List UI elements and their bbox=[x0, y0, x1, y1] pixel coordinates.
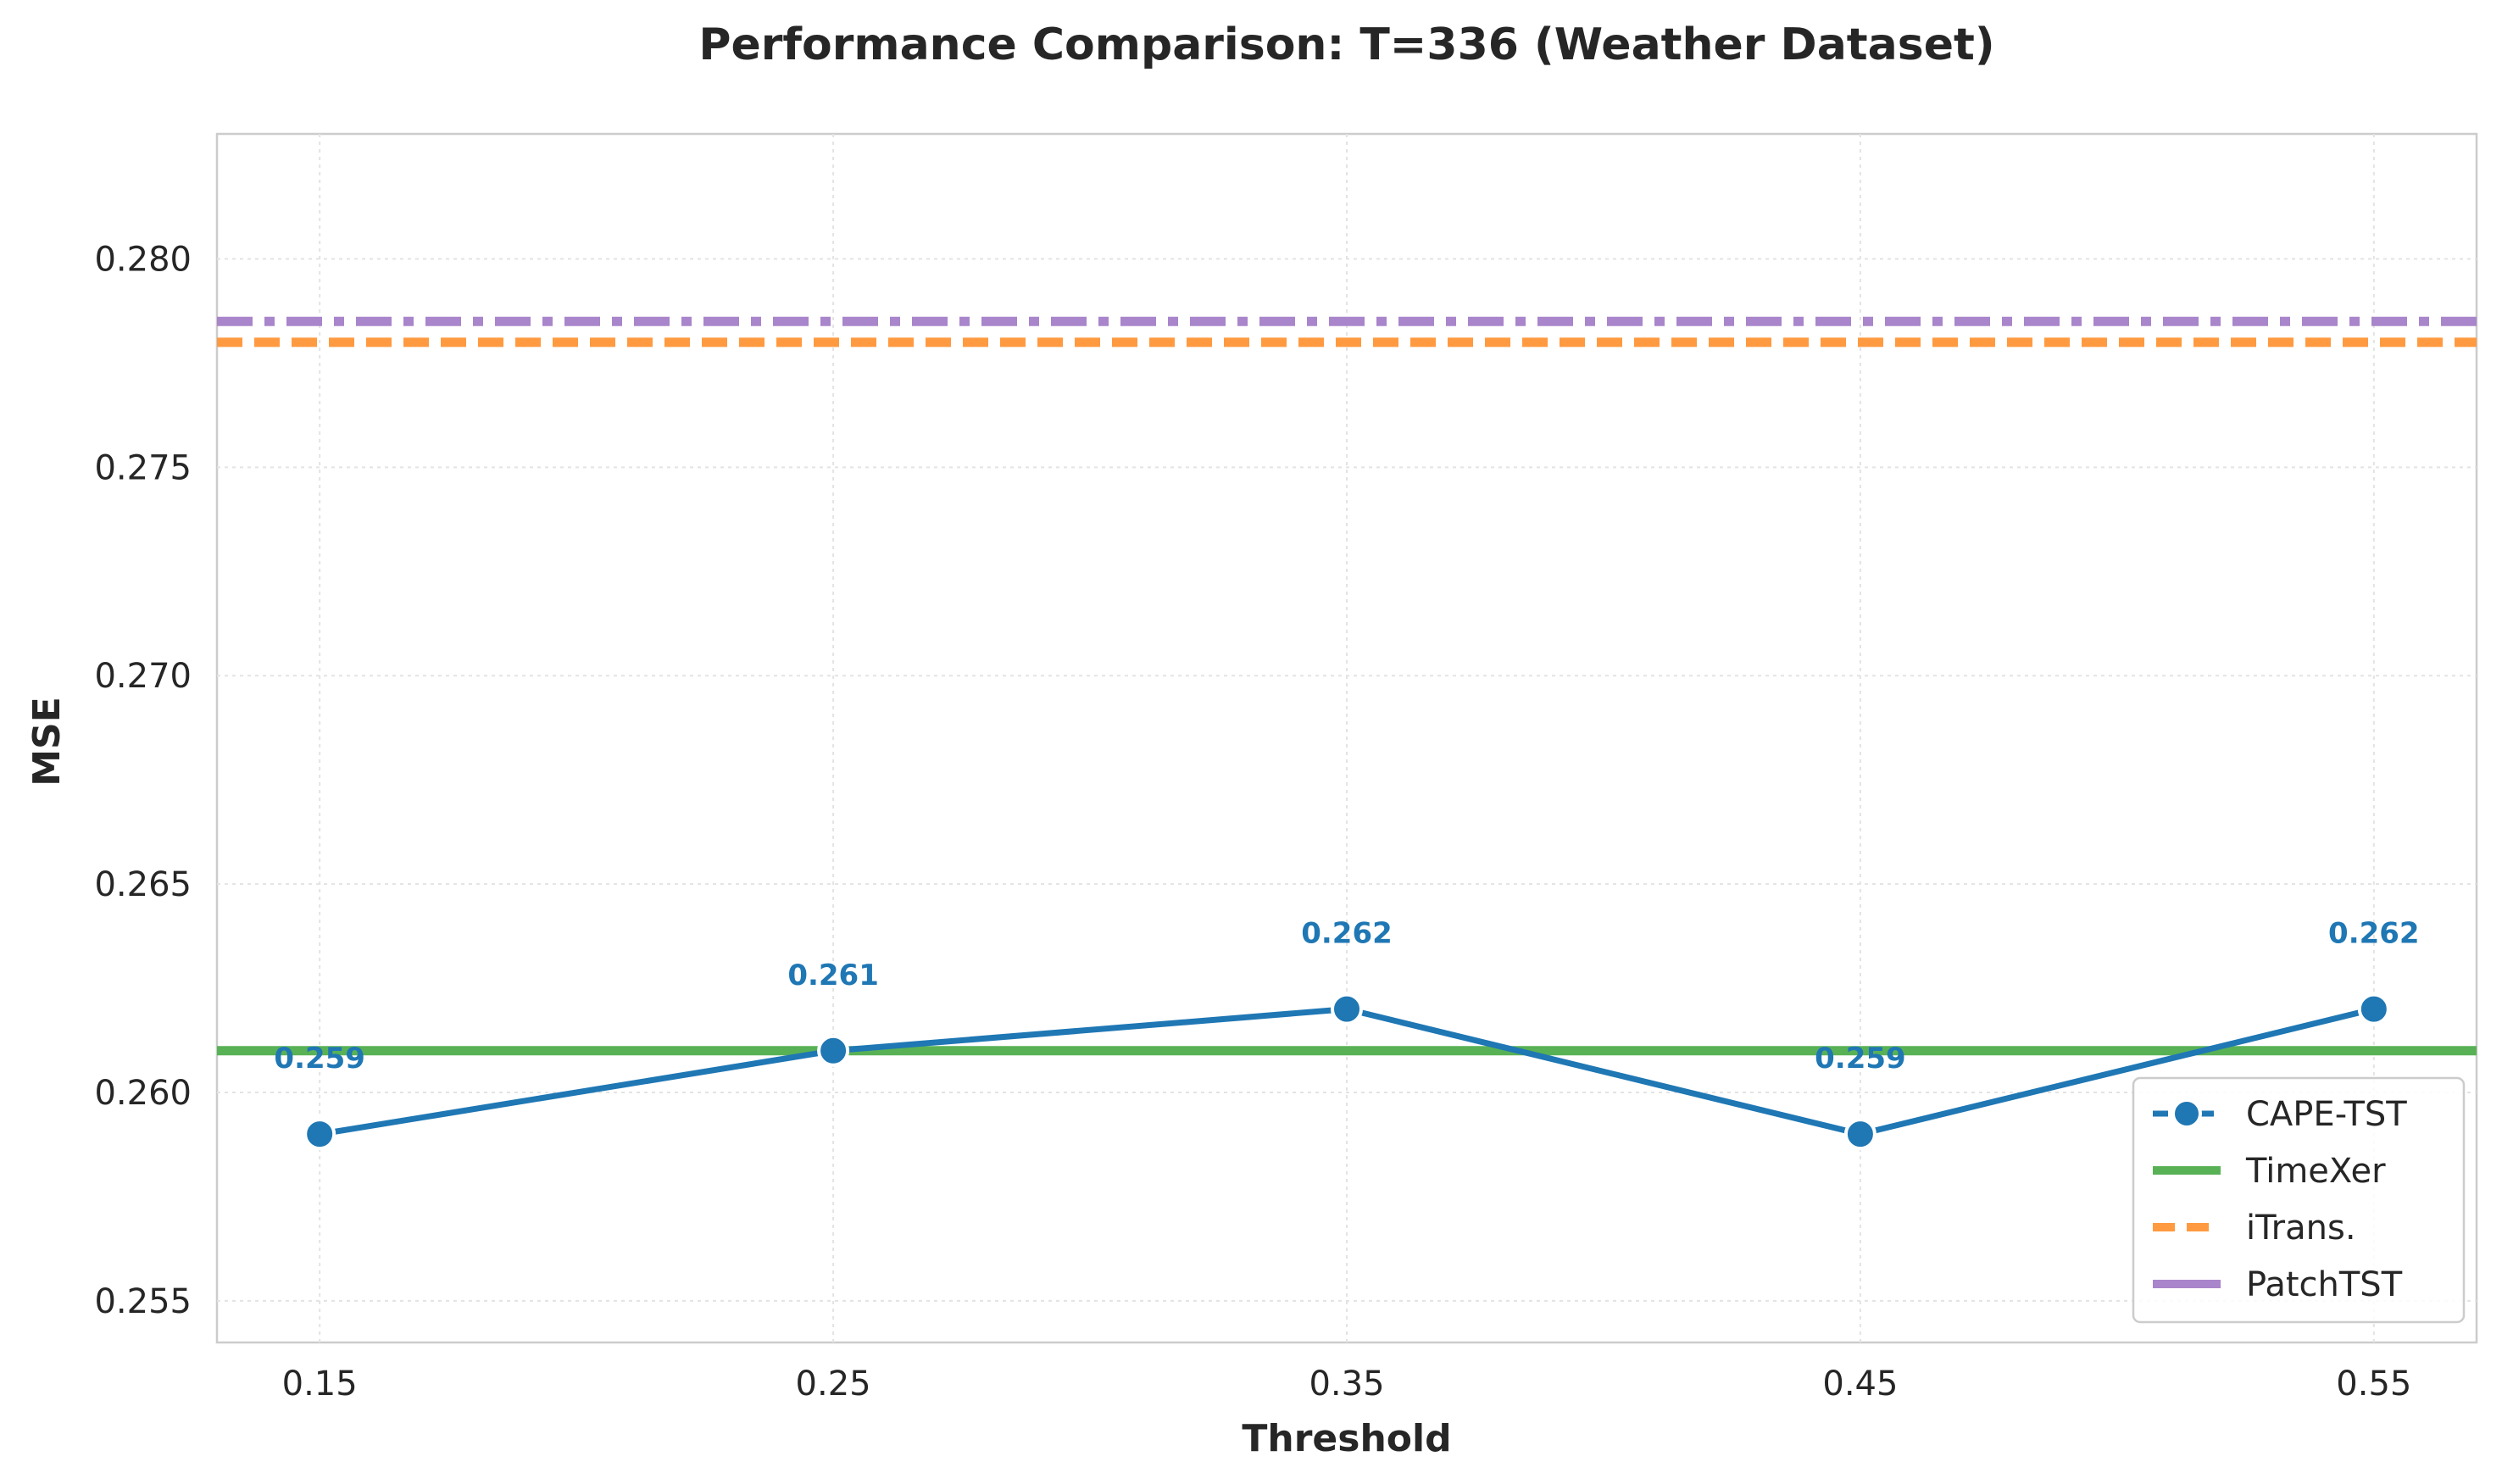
x-tick-label: 0.25 bbox=[796, 1365, 871, 1403]
legend-label-itrans: iTrans. bbox=[2246, 1209, 2356, 1248]
reference-lines bbox=[217, 316, 2477, 1056]
x-tick-label: 0.55 bbox=[2336, 1365, 2411, 1403]
y-tick-label: 0.270 bbox=[94, 657, 192, 696]
y-tick-label: 0.255 bbox=[94, 1282, 192, 1321]
legend-label-cape-tst: CAPE-TST bbox=[2246, 1095, 2407, 1134]
y-tick-label: 0.280 bbox=[94, 241, 192, 280]
data-point bbox=[2357, 992, 2390, 1025]
series bbox=[303, 992, 2390, 1151]
data-label: 0.262 bbox=[2328, 917, 2420, 951]
data-label: 0.259 bbox=[1815, 1042, 1906, 1075]
y-tick-label: 0.265 bbox=[94, 865, 192, 904]
legend: CAPE-TST TimeXer iTrans. PatchTST bbox=[2132, 1076, 2466, 1324]
y-axis-label: MSE bbox=[25, 697, 69, 786]
data-point bbox=[817, 1034, 850, 1067]
x-axis-label: Threshold bbox=[1242, 1417, 1451, 1460]
data-point bbox=[1331, 992, 1363, 1025]
x-tick-label: 0.35 bbox=[1309, 1365, 1384, 1403]
legend-marker-cape-tst bbox=[2171, 1098, 2202, 1129]
data-label: 0.262 bbox=[1301, 917, 1393, 951]
legend-box bbox=[2132, 1076, 2466, 1324]
data-label: 0.261 bbox=[787, 959, 879, 992]
legend-items: CAPE-TST TimeXer iTrans. PatchTST bbox=[2153, 1095, 2407, 1304]
y-tick-label: 0.260 bbox=[94, 1074, 192, 1113]
tick-labels: 0.15 0.25 0.35 0.45 0.55 0.255 0.260 0.265 0.270… bbox=[94, 241, 2411, 1403]
data-point bbox=[303, 1118, 336, 1151]
legend-label-patchtst: PatchTST bbox=[2246, 1265, 2403, 1304]
x-tick-label: 0.15 bbox=[282, 1365, 358, 1403]
data-label: 0.259 bbox=[274, 1042, 365, 1075]
legend-label-timexer: TimeXer bbox=[2245, 1152, 2386, 1191]
data-labels: 0.259 0.261 0.262 0.259 0.262 bbox=[274, 917, 2419, 1076]
y-tick-label: 0.275 bbox=[94, 448, 192, 487]
data-point bbox=[1843, 1118, 1876, 1151]
chart-title: Performance Comparison: T=336 (Weather D… bbox=[698, 19, 1994, 70]
x-tick-label: 0.45 bbox=[1822, 1365, 1898, 1403]
